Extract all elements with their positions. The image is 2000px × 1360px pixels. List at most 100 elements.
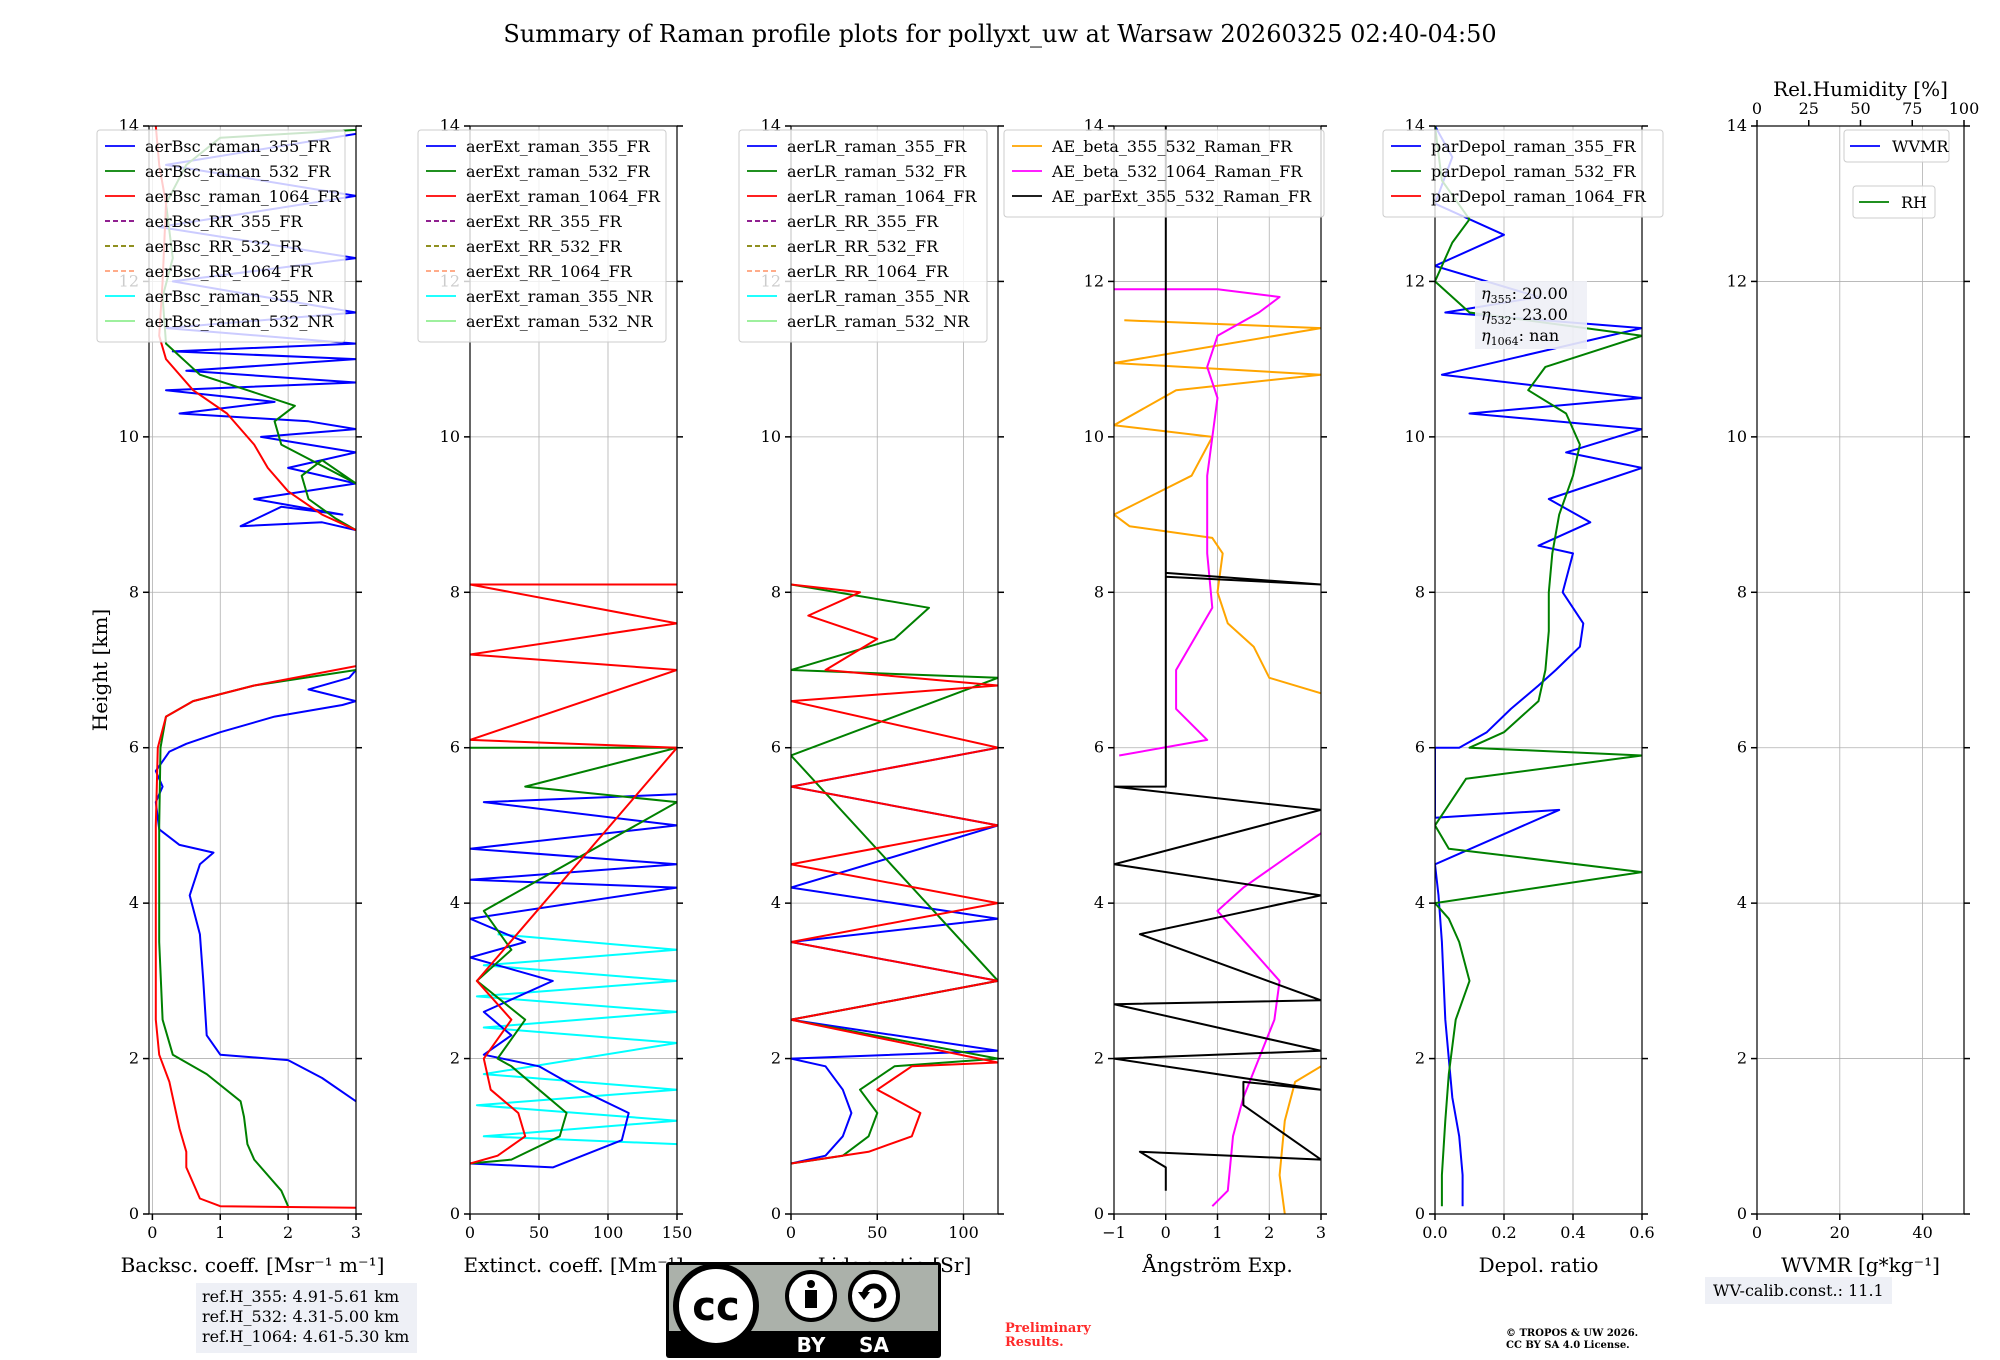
- copyright-note: © TROPOS & UW 2026. CC BY SA 4.0 License…: [1506, 1328, 1638, 1352]
- y-tick-label-bsc-0: 0: [129, 1204, 139, 1223]
- reference-height-box: ref.H_355: 4.91-5.61 km ref.H_532: 4.31-…: [196, 1283, 418, 1353]
- legend-label-bsc-3: aerBsc_RR_355_FR: [145, 212, 303, 231]
- y-tick-label-ang-5: 10: [1084, 427, 1104, 446]
- x-tick-label-ext-1: 50: [529, 1223, 549, 1242]
- legend-label-depol-2: parDepol_raman_1064_FR: [1431, 187, 1647, 206]
- x-tick-label-ext-0: 0: [465, 1223, 475, 1242]
- axes-frame-bsc: [148, 125, 357, 1215]
- legend-label-ext-5: aerExt_RR_1064_FR: [466, 262, 633, 281]
- y-tick-label-ang-6: 12: [1084, 271, 1104, 290]
- legend-box-wv-1: [1852, 185, 1936, 219]
- legend-label-bsc-5: aerBsc_RR_1064_FR: [145, 262, 314, 281]
- series-aerExt_raman_355_NR: [475, 933, 677, 1146]
- series-aerLR_raman_1064_FR: [791, 583, 998, 1165]
- y-tick-label-depol-3: 6: [1415, 738, 1425, 757]
- legend-label-bsc-7: aerBsc_raman_532_NR: [145, 312, 334, 331]
- legend-label-lr-4: aerLR_RR_532_FR: [787, 237, 939, 256]
- y-tick-label-lr-2: 4: [771, 893, 781, 912]
- x-tick-label-bsc-2: 2: [283, 1223, 293, 1242]
- x-tick-label-lr-2: 100: [948, 1223, 979, 1242]
- x-tick-label-bsc-1: 1: [215, 1223, 225, 1242]
- top-tick-label-1: 25: [1799, 99, 1819, 118]
- y-tick-label-lr-5: 10: [761, 427, 781, 446]
- y-tick-label-wv-3: 6: [1737, 738, 1747, 757]
- y-tick-label-ext-4: 8: [450, 582, 460, 601]
- preliminary-note: Preliminary Results.: [1005, 1322, 1091, 1350]
- top-tick-label-4: 100: [1949, 99, 1980, 118]
- legend-label-wv-0: WVMR: [1892, 137, 1949, 156]
- preliminary-line-1: Preliminary: [1005, 1321, 1091, 1336]
- sa-label: SA: [859, 1333, 889, 1357]
- wv-calibration-box: WV-calib.const.: 11.1: [1705, 1277, 1892, 1304]
- x-tick-label-wv-2: 40: [1912, 1223, 1932, 1242]
- y-tick-label-depol-2: 4: [1415, 893, 1425, 912]
- y-tick-label-depol-6: 12: [1405, 271, 1425, 290]
- y-tick-label-wv-7: 14: [1727, 116, 1747, 135]
- series-AE_beta_355_532_Raman_FR_upper: [1114, 319, 1321, 695]
- x-axis-label-bsc: Backsc. coeff. [Msr⁻¹ m⁻¹]: [121, 1253, 385, 1277]
- y-tick-label-wv-1: 2: [1737, 1049, 1747, 1068]
- legend-label-bsc-2: aerBsc_raman_1064_FR: [145, 187, 342, 206]
- series-aerExt_raman_1064_FR: [470, 583, 677, 1165]
- series-group-ext: [470, 583, 677, 1169]
- legend-label-ext-1: aerExt_raman_532_FR: [466, 162, 651, 181]
- y-tick-label-ang-1: 2: [1094, 1049, 1104, 1068]
- x-tick-label-ang-1: 0: [1161, 1223, 1171, 1242]
- x-axis-label-ext: Extinct. coeff. [Mm⁻¹]: [463, 1253, 683, 1277]
- series-AE_beta_532_1064_Raman_FR: [1211, 832, 1321, 1207]
- eta-label-1: η532: 23.00: [1481, 305, 1568, 327]
- x-tick-label-ext-2: 100: [593, 1223, 624, 1242]
- legend-label-lr-1: aerLR_raman_532_FR: [787, 162, 967, 181]
- legend-label-ang-2: AE_parExt_355_532_Raman_FR: [1051, 187, 1312, 206]
- y-tick-label-depol-0: 0: [1415, 1204, 1425, 1223]
- y-tick-label-lr-0: 0: [771, 1204, 781, 1223]
- copyright-line-1: © TROPOS & UW 2026.: [1506, 1328, 1639, 1339]
- legend-label-ext-6: aerExt_raman_355_NR: [466, 287, 654, 306]
- by-label: BY: [797, 1333, 826, 1357]
- y-tick-label-ang-0: 0: [1094, 1204, 1104, 1223]
- x-axis-label-wv: WVMR [g*kg⁻¹]: [1781, 1253, 1940, 1277]
- legend-box-depol: [1382, 129, 1664, 218]
- series-aerLR_raman_532_FR: [791, 583, 998, 1165]
- eta-label-0: η355: 20.00: [1481, 284, 1568, 306]
- series-group-bsc: [154, 126, 356, 1209]
- y-tick-label-wv-4: 8: [1737, 582, 1747, 601]
- y-tick-label-ext-2: 4: [450, 893, 460, 912]
- y-tick-label-wv-5: 10: [1727, 427, 1747, 446]
- series-aerExt_raman_532_FR: [470, 746, 677, 1165]
- x-tick-label-ang-0: −1: [1102, 1223, 1126, 1242]
- series-AE_beta_532_1064_Raman_FR_upper: [1114, 288, 1281, 757]
- top-tick-label-2: 50: [1850, 99, 1870, 118]
- legend-label-lr-3: aerLR_RR_355_FR: [787, 212, 939, 231]
- legend-label-lr-2: aerLR_raman_1064_FR: [787, 187, 977, 206]
- legend-label-lr-7: aerLR_raman_532_NR: [787, 312, 970, 331]
- x-tick-label-ang-3: 2: [1264, 1223, 1274, 1242]
- axes-frame-depol: [1434, 125, 1643, 1215]
- panel-ext: 05010015002468101214Extinct. coeff. [Mm⁻…: [417, 116, 692, 1277]
- y-tick-label-depol-5: 10: [1405, 427, 1425, 446]
- y-tick-label-lr-3: 6: [771, 738, 781, 757]
- y-tick-label-ang-3: 6: [1094, 738, 1104, 757]
- legend-label-bsc-0: aerBsc_raman_355_FR: [145, 137, 331, 156]
- legend-label-bsc-1: aerBsc_raman_532_FR: [145, 162, 331, 181]
- y-tick-label-ext-3: 6: [450, 738, 460, 757]
- y-tick-label-wv-2: 4: [1737, 893, 1747, 912]
- y-tick-label-ang-2: 4: [1094, 893, 1104, 912]
- legend-label-ext-0: aerExt_raman_355_FR: [466, 137, 651, 156]
- panel-lr: 05010002468101214Lidar ratio [Sr]aerLR_r…: [738, 116, 1004, 1277]
- top-tick-label-0: 0: [1752, 99, 1762, 118]
- y-tick-label-bsc-1: 2: [129, 1049, 139, 1068]
- legend-box-ext: [417, 129, 667, 343]
- x-tick-label-lr-0: 0: [786, 1223, 796, 1242]
- cc-logo-text: cc: [692, 1284, 739, 1330]
- y-tick-label-bsc-4: 8: [129, 582, 139, 601]
- y-tick-label-lr-1: 2: [771, 1049, 781, 1068]
- axes-frame-ext: [469, 125, 678, 1215]
- y-tick-label-lr-4: 8: [771, 582, 781, 601]
- legend-box-wv-0: [1843, 129, 1950, 163]
- ref-height-355: ref.H_355: 4.91-5.61 km: [202, 1287, 400, 1306]
- top-tick-label-3: 75: [1902, 99, 1922, 118]
